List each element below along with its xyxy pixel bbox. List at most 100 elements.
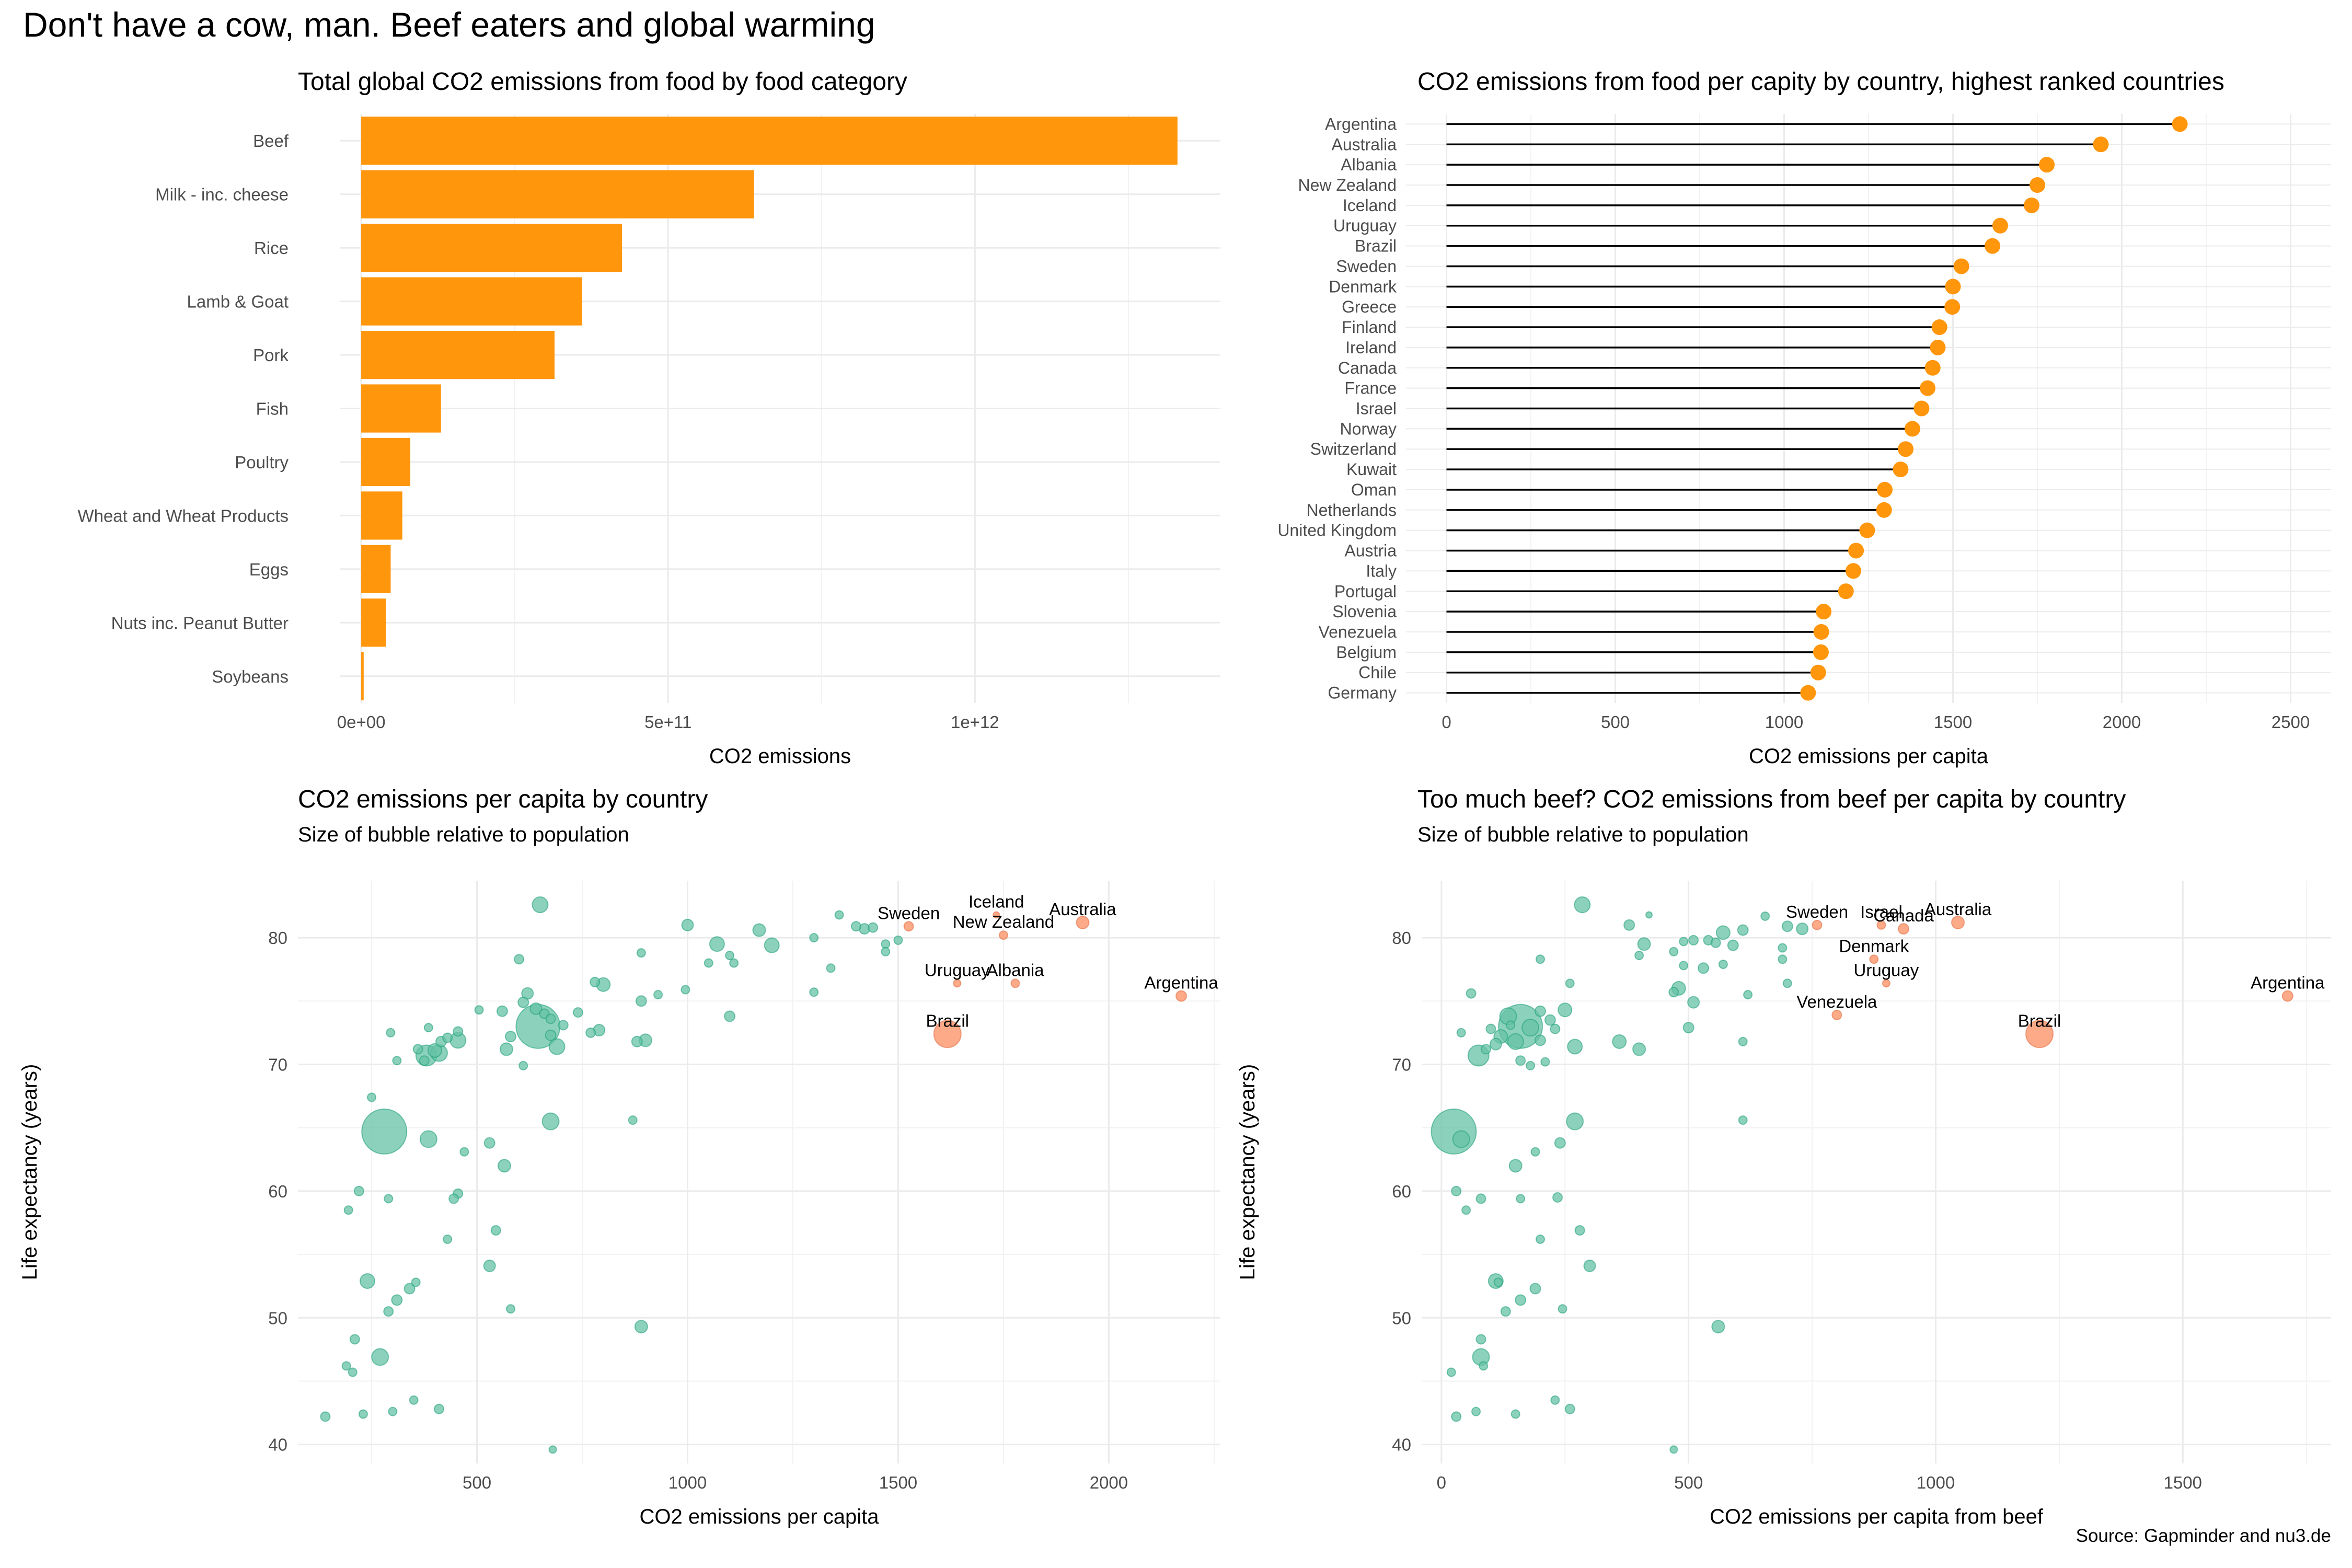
country-label: Kuwait [1346,460,1397,479]
y-axis-title: Life expectancy (years) [1236,1064,1259,1281]
bubble [411,1277,421,1287]
country-label: Belgium [1336,643,1397,662]
bubble [497,1159,511,1173]
bubble [809,933,819,943]
lollipop-dot [1913,400,1930,417]
x-tick-label: 1000 [668,1473,707,1492]
bubble [474,1005,484,1015]
y-tick-label: 40 [268,1435,287,1455]
bubble [1552,1192,1563,1203]
bubble [386,1028,396,1037]
highlight-bubble [1831,1009,1842,1020]
bar [361,117,1178,165]
y-tick-label: 80 [268,928,287,948]
bubble [1451,1185,1462,1196]
bubble [532,896,549,914]
bubble [448,1193,459,1204]
category-label: Lamb & Goat [187,292,289,312]
bubble [358,1409,368,1419]
point-label: Sweden [1786,902,1848,921]
lollipop-dot [1920,380,1936,396]
bubble [1508,1159,1523,1173]
bubble [427,1043,442,1058]
bubble [1612,1034,1627,1049]
bubble [361,1108,408,1155]
bubble [1634,951,1644,961]
lollipop-dot [1953,258,1969,274]
category-label: Milk - inc. cheese [155,185,289,204]
bubble [541,1112,560,1131]
point-label: Venezuela [1796,992,1877,1011]
bubble [1461,1205,1471,1215]
bubble [459,1147,469,1157]
bubble [1738,1036,1748,1046]
bubble [453,1026,464,1037]
bubble [412,1044,423,1055]
bubble [518,1060,528,1070]
panel-title: CO2 emissions per capita by country [298,786,708,813]
country-label: Argentina [1325,114,1397,133]
lollipop-dot [1813,644,1829,660]
y-tick-label: 70 [268,1055,287,1074]
category-label: Pork [253,345,289,365]
bubble [1727,939,1739,951]
bubble [1574,896,1591,914]
y-tick-label: 60 [1392,1182,1411,1201]
bubble [634,1320,648,1334]
lollipop-dot [1848,543,1864,559]
highlight-bubble [1076,915,1090,929]
lollipop-dot [1992,217,2008,234]
bubble [433,1403,444,1414]
x-tick-label: 500 [463,1473,491,1492]
bubble [1534,1034,1546,1046]
bubble [1778,954,1788,964]
point-label: New Zealand [953,912,1054,931]
bubble [1471,1406,1481,1416]
y-tick-label: 50 [1392,1308,1411,1328]
lollipop-dot [2172,116,2188,132]
figure-caption: Source: Gapminder and nu3.de [2076,1526,2331,1546]
bubble [1535,954,1545,964]
lollipop-dot [1838,583,1854,599]
lollipop-dot [1944,299,1961,315]
lollipop-dot [1893,462,1909,478]
country-label: Slovenia [1332,602,1397,621]
bubble [1796,923,1809,936]
highlight-bubble [1175,990,1187,1002]
bubble [1500,1306,1511,1317]
bubble [442,1032,453,1043]
bubble [483,1137,495,1149]
bubble [419,1055,430,1066]
bar [361,224,622,272]
country-label: Israel [1356,399,1397,418]
bar [361,491,402,540]
bubble [1688,935,1699,946]
bubble [1632,1042,1646,1056]
bubble [1781,920,1793,932]
bubble [348,1367,358,1377]
highlight-bubble [993,911,1000,919]
country-label: Netherlands [1306,501,1397,520]
lollipop-dot [2024,197,2040,213]
beef-bubble-chart: 0 500 1000 1500 40 50 60 70 80 Argentina Australia… [1236,786,2331,1528]
highlight-bubble [933,1020,962,1048]
lollipop-dot [2039,157,2055,173]
bubble [631,1035,643,1047]
point-label: Uruguay [925,960,990,979]
bubble [881,947,891,956]
bubble [809,987,819,997]
lollipop-dot [1859,522,1875,538]
bubble [1466,988,1477,999]
point-label: Israel [1860,902,1903,921]
bubble [826,963,836,973]
bubble [1737,924,1749,936]
bubble [1718,959,1728,969]
bubble [383,1306,394,1317]
highlight-bubble [1812,919,1823,930]
bubble [1679,961,1689,971]
bubble [496,1005,508,1017]
bubble [349,1334,360,1345]
point-label: Canada [1873,906,1934,925]
bubble [628,1115,638,1125]
